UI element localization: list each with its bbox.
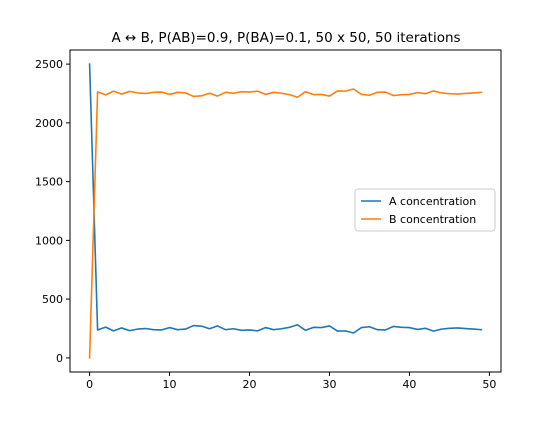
chart-title: A ↔ B, P(AB)=0.9, P(BA)=0.1, 50 x 50, 50… [111, 30, 460, 46]
series-line-a [88, 63, 483, 334]
y-tick-label: 0 [56, 352, 63, 365]
y-tick-label: 2000 [35, 117, 63, 130]
x-tick-label: 0 [86, 378, 93, 391]
x-tick-label: 30 [322, 378, 336, 391]
y-tick-label: 500 [42, 293, 63, 306]
y-tick-label: 1000 [35, 234, 63, 247]
x-tick-label: 10 [163, 378, 177, 391]
legend-box [354, 188, 496, 232]
y-tick-label: 2500 [35, 58, 63, 71]
x-tick-label: 40 [402, 378, 416, 391]
legend: A concentration B concentration [354, 188, 496, 232]
series-line-b [88, 88, 483, 359]
y-tick-label: 1500 [35, 176, 63, 189]
legend-label-a: A concentration [389, 195, 476, 208]
x-tick-label: 50 [482, 378, 496, 391]
x-tick-label: 20 [243, 378, 257, 391]
axes-frame [69, 49, 502, 373]
legend-label-b: B concentration [389, 213, 476, 226]
